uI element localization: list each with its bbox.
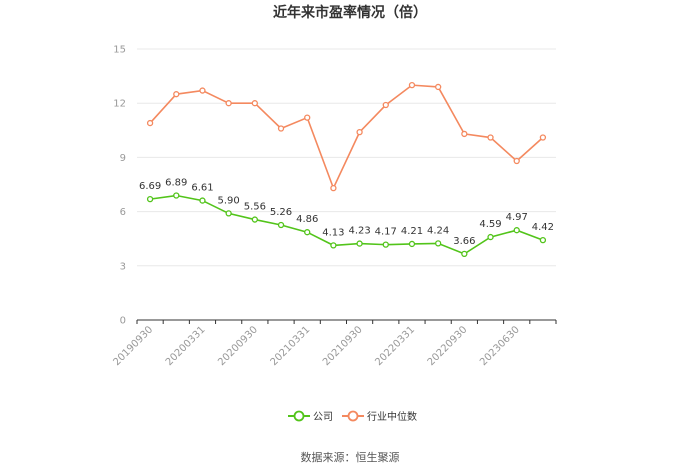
data-point [225, 100, 232, 107]
x-tick-label: 20200331 [164, 324, 208, 368]
legend[interactable]: 公司 行业中位数 [288, 410, 417, 423]
data-point [330, 184, 337, 192]
x-tick-label: 20220331 [373, 324, 417, 368]
data-label: 4.24 [427, 225, 449, 236]
data-point [487, 134, 494, 141]
data-label: 6.89 [165, 178, 187, 189]
data-label: 4.59 [479, 219, 501, 230]
y-tick-label: 0 [120, 316, 126, 327]
grid-lines [137, 48, 556, 267]
data-point [435, 83, 442, 91]
data-point [356, 128, 363, 136]
x-tick-label: 20210331 [269, 324, 313, 368]
data-point [173, 192, 180, 199]
chart-title: 近年来市盈率情况（倍） [273, 4, 427, 21]
data-point [513, 227, 520, 234]
legend-marker [293, 410, 305, 422]
data-point [146, 195, 154, 203]
x-axis: 20190930 20200331 20200930 20210331 20210930… [111, 319, 557, 368]
data-point [199, 197, 206, 204]
data-point [304, 229, 311, 236]
data-point [356, 240, 363, 247]
data-point [382, 241, 389, 248]
data-point [461, 250, 468, 258]
y-tick-label: 6 [120, 207, 126, 218]
x-tick-label: 20220930 [426, 324, 470, 368]
data-label: 4.86 [296, 214, 318, 225]
data-label: 4.13 [322, 227, 344, 238]
data-label: 4.21 [401, 226, 423, 237]
data-point [539, 134, 547, 141]
y-tick-label: 3 [120, 261, 126, 272]
data-point [461, 130, 468, 138]
data-point [330, 242, 337, 249]
data-point [539, 236, 547, 244]
legend-item[interactable]: 公司 [288, 410, 333, 424]
x-tick-label: 20190930 [111, 324, 155, 368]
data-point [251, 216, 258, 223]
data-point [304, 114, 311, 121]
series-line-公司 [149, 194, 544, 255]
legend-label: 行业中位数 [367, 410, 417, 423]
data-label: 6.69 [139, 181, 161, 192]
y-axis-ticks: 0 3 6 9 12 15 [113, 45, 126, 327]
y-tick-label: 9 [120, 153, 126, 164]
data-label: 5.56 [244, 202, 266, 213]
data-point [146, 119, 154, 127]
data-label: 6.61 [191, 183, 213, 194]
data-label: 3.66 [453, 236, 475, 247]
x-tick-label: 20210930 [321, 324, 365, 368]
x-tick-label: 20230630 [478, 324, 522, 368]
data-point [435, 240, 442, 247]
data-label: 5.26 [270, 207, 292, 218]
data-source: 数据来源：恒生聚源 [301, 450, 400, 464]
series-line-行业中位数 [149, 84, 544, 191]
x-tick-label: 20200930 [216, 324, 260, 368]
data-point [382, 101, 389, 109]
data-point [408, 81, 416, 89]
data-labels: 6.69 6.89 6.61 5.90 5.56 5.26 4.86 4.13 4.23 4.17… [139, 178, 554, 247]
data-point [173, 91, 180, 98]
data-point [513, 157, 520, 165]
legend-marker [347, 410, 359, 422]
legend-label: 公司 [313, 412, 333, 423]
data-label: 4.23 [348, 226, 370, 237]
data-point [487, 233, 494, 241]
data-point [199, 87, 206, 94]
y-tick-label: 12 [113, 99, 126, 110]
legend-item[interactable]: 行业中位数 [342, 410, 417, 423]
data-point [277, 221, 285, 229]
data-label: 5.90 [218, 195, 240, 206]
data-label: 4.17 [375, 227, 397, 238]
data-point [277, 125, 285, 132]
y-tick-label: 15 [113, 45, 126, 56]
data-point [225, 210, 232, 217]
series-layer [146, 81, 547, 258]
data-label: 4.97 [506, 212, 528, 223]
data-point [408, 240, 416, 248]
data-point [251, 100, 258, 107]
data-label: 4.42 [532, 222, 554, 233]
